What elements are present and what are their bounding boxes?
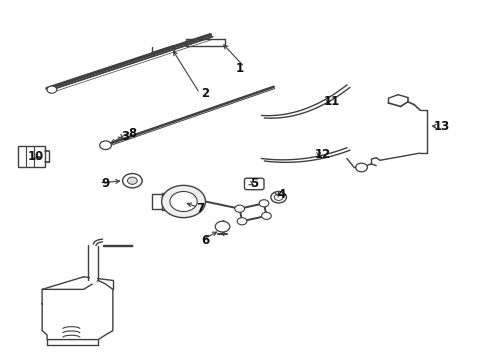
Text: 9: 9 <box>101 177 109 190</box>
Text: 4: 4 <box>276 188 285 201</box>
Text: 12: 12 <box>314 148 330 161</box>
Circle shape <box>270 192 286 203</box>
Text: 11: 11 <box>324 95 340 108</box>
Circle shape <box>261 212 271 220</box>
Text: 5: 5 <box>250 177 258 190</box>
Circle shape <box>355 163 366 172</box>
Text: 1: 1 <box>235 62 243 75</box>
Circle shape <box>122 174 142 188</box>
Text: 6: 6 <box>201 234 209 247</box>
Text: 3: 3 <box>121 130 129 144</box>
Circle shape <box>169 192 197 212</box>
Circle shape <box>215 221 229 232</box>
Circle shape <box>274 194 283 201</box>
Circle shape <box>234 205 244 212</box>
Text: 8: 8 <box>128 127 136 140</box>
Circle shape <box>259 200 268 207</box>
Text: 7: 7 <box>196 202 204 215</box>
Text: 2: 2 <box>201 87 209 100</box>
Circle shape <box>47 86 57 93</box>
Circle shape <box>100 141 111 149</box>
Text: 10: 10 <box>28 150 44 163</box>
Text: 13: 13 <box>433 120 449 133</box>
Circle shape <box>237 218 246 225</box>
Circle shape <box>127 177 137 184</box>
Circle shape <box>161 185 205 218</box>
